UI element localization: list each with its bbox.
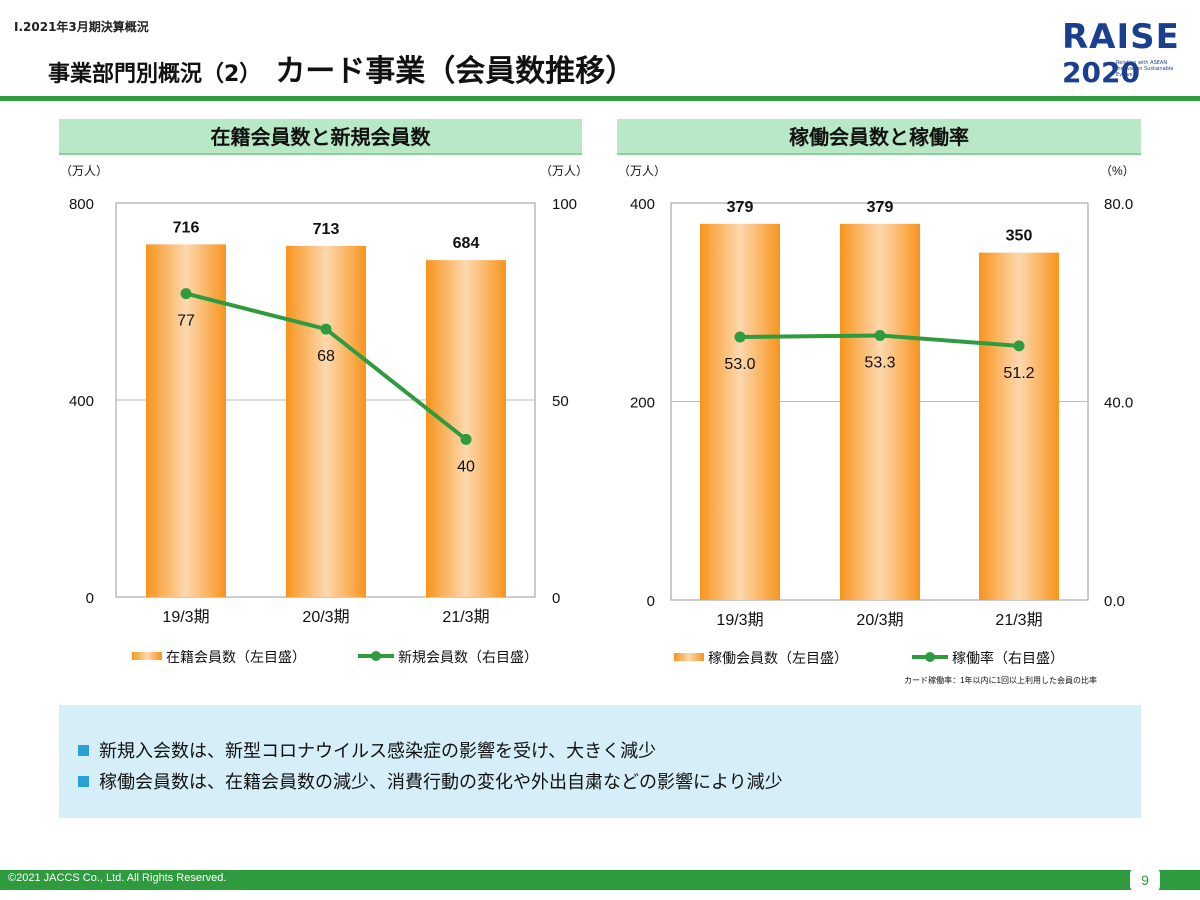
chart2-legend-bar-swatch xyxy=(674,653,704,661)
page-number: 9 xyxy=(1130,868,1160,892)
chart1-legend-bar-label: 在籍会員数（左目盛） xyxy=(166,649,306,665)
note-text: 新規入会数は、新型コロナウイルス感染症の影響を受け、大きく減少 xyxy=(99,741,657,762)
chart1-bar-data-label: 716 xyxy=(173,219,200,236)
chart2-left-tick-label: 400 xyxy=(630,196,655,213)
chart1-left-tick-label: 400 xyxy=(69,393,94,410)
chart1-legend-bar-swatch xyxy=(132,652,162,660)
footer-copyright: ©2021 JACCS Co., Ltd. All Rights Reserve… xyxy=(8,872,227,884)
note-item: 稼働会員数は、在籍会員数の減少、消費行動の変化や外出自粛などの影響により減少 xyxy=(78,768,783,794)
chart1-right-tick-label: 0 xyxy=(552,590,560,607)
chart2-category-label: 20/3期 xyxy=(856,611,903,629)
chart1-line-point xyxy=(180,288,192,300)
chart2-category-label: 19/3期 xyxy=(716,611,763,629)
footer-bar xyxy=(0,870,1200,890)
chart1-bar-data-label: 713 xyxy=(313,221,340,238)
section-label: Ⅰ.2021年3月期決算概況 xyxy=(14,20,149,34)
chart1-line-data-label: 40 xyxy=(457,458,475,475)
chart2-footnote: カード稼働率：1年以内に1回以上利用した会員の比率 xyxy=(904,675,1097,685)
chart2-bar-data-label: 350 xyxy=(1006,228,1033,245)
chart1-category-label: 19/3期 xyxy=(162,608,209,626)
chart2-left-unit: （万人） xyxy=(618,164,666,178)
chart1-title: 在籍会員数と新規会員数 xyxy=(59,119,582,155)
chart1-bar xyxy=(146,244,226,597)
chart2-right-tick-label: 80.0 xyxy=(1104,196,1133,213)
chart1-bar-data-label: 684 xyxy=(453,235,480,252)
chart2-bar-data-label: 379 xyxy=(867,199,894,216)
chart1-bar xyxy=(286,245,366,597)
bullet-square-icon xyxy=(78,776,89,787)
logo-tagline: Relation with ASEAN Innovation Sustainab… xyxy=(1116,60,1174,78)
chart2-legend-line-marker xyxy=(925,652,935,662)
chart1-line-data-label: 68 xyxy=(317,348,335,365)
chart2-legend-line-label: 稼働率（右目盛） xyxy=(952,650,1064,666)
chart2-bar xyxy=(979,252,1059,600)
chart2-line-point xyxy=(874,329,886,341)
chart1-category-label: 20/3期 xyxy=(302,608,349,626)
chart1-legend-line-marker xyxy=(371,651,381,661)
chart1-right-tick-label: 50 xyxy=(552,393,569,410)
chart2-bar-data-label: 379 xyxy=(727,199,754,216)
chart2-title: 稼働会員数と稼働率 xyxy=(617,119,1141,155)
page-title: 事業部門別概況（2） カード事業（会員数推移） xyxy=(48,46,635,90)
chart2-line-data-label: 51.2 xyxy=(1003,365,1034,382)
chart1-left-unit: （万人） xyxy=(60,164,108,178)
chart2-category-label: 21/3期 xyxy=(995,611,1042,629)
chart1-left-tick-label: 800 xyxy=(69,196,94,213)
chart2-bar xyxy=(700,223,780,600)
logo-word: RAISE xyxy=(1062,17,1180,57)
header-rule xyxy=(0,96,1200,101)
note-item: 新規入会数は、新型コロナウイルス感染症の影響を受け、大きく減少 xyxy=(78,737,656,763)
chart1-line-data-label: 77 xyxy=(177,313,195,330)
chart2-left-tick-label: 0 xyxy=(647,593,655,610)
note-text: 稼働会員数は、在籍会員数の減少、消費行動の変化や外出自粛などの影響により減少 xyxy=(99,772,783,793)
chart1-line-point xyxy=(320,323,332,335)
chart1-left-tick-label: 0 xyxy=(86,590,94,607)
chart2-line-data-label: 53.0 xyxy=(724,356,755,373)
chart1-right-unit: （万人） xyxy=(540,164,588,178)
chart1-legend-line-label: 新規会員数（右目盛） xyxy=(398,649,538,665)
chart2-line-point xyxy=(1013,340,1025,352)
bullet-square-icon xyxy=(78,745,89,756)
chart1-bar xyxy=(426,260,506,597)
page-title-main: カード事業（会員数推移） xyxy=(275,54,636,89)
chart2-right-unit: （%） xyxy=(1100,164,1135,178)
chart1-line-point xyxy=(460,433,472,445)
notes-box xyxy=(59,705,1141,818)
chart2-right-tick-label: 40.0 xyxy=(1104,395,1133,412)
chart2-line-data-label: 53.3 xyxy=(864,354,895,371)
chart1-category-label: 21/3期 xyxy=(442,608,489,626)
chart1-right-tick-label: 100 xyxy=(552,196,577,213)
chart2-left-tick-label: 200 xyxy=(630,395,655,412)
raise-2020-logo: RAISE 2020 Relation with ASEAN Innovatio… xyxy=(1062,20,1182,92)
chart2-line-point xyxy=(734,331,746,343)
chart2-legend-bar-label: 稼働会員数（左目盛） xyxy=(708,650,848,666)
page-title-prefix: 事業部門別概況（2） xyxy=(48,62,262,87)
chart2-bar xyxy=(840,223,920,600)
logo-year: 2020 xyxy=(1062,56,1140,89)
chart2-right-tick-label: 0.0 xyxy=(1104,593,1125,610)
